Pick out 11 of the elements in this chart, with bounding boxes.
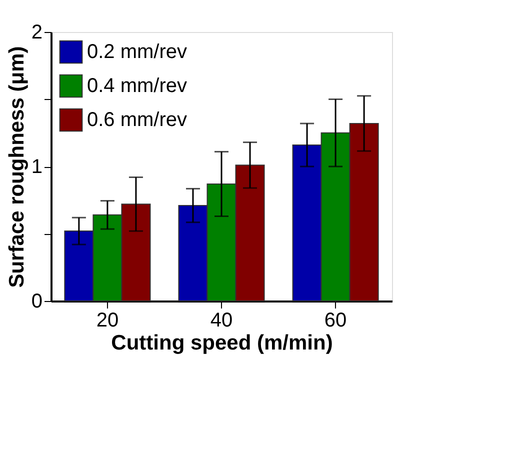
x-tick-label: 60 — [324, 310, 347, 332]
x-tick-label: 40 — [210, 310, 233, 332]
legend-label: 0.2 mm/rev — [87, 41, 188, 63]
y-tick-label: 1 — [31, 156, 42, 178]
legend-label: 0.6 mm/rev — [87, 109, 188, 131]
x-tick-label: 20 — [96, 310, 119, 332]
x-axis-title: Cutting speed (m/min) — [111, 332, 333, 354]
legend-label: 0.4 mm/rev — [87, 75, 188, 97]
y-tick-label: 0 — [31, 290, 42, 312]
y-tick-label: 2 — [31, 22, 42, 44]
y-axis-title: Surface roughness (μm) — [5, 46, 28, 288]
